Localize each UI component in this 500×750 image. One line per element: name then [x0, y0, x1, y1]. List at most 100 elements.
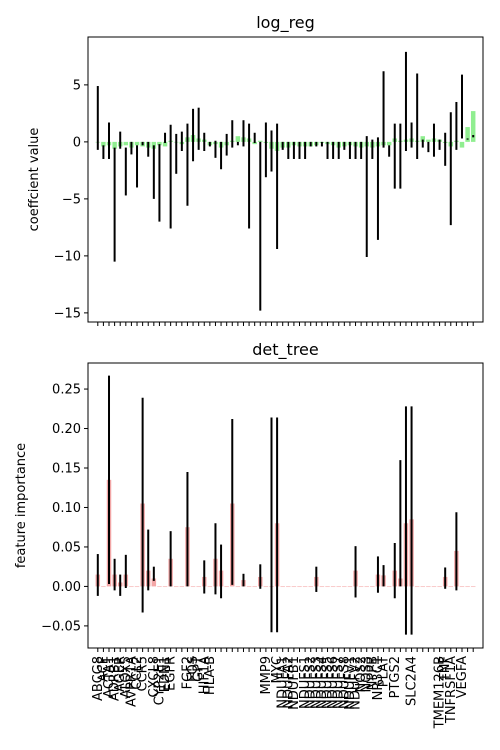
bar	[420, 586, 426, 588]
x-tick-label: GPT	[192, 656, 207, 682]
bar	[437, 586, 442, 588]
x-tick-label: PLAT	[377, 656, 392, 687]
bar	[325, 586, 330, 588]
bar	[386, 141, 392, 146]
log-reg-y-axis-label: coeffcient value	[27, 128, 42, 232]
bar	[459, 141, 465, 148]
y-tick-label: −5	[62, 192, 81, 207]
log-reg-panel: log_reg coeffcient value 5 0 −5 −10 −15	[27, 13, 484, 326]
bar	[459, 586, 465, 588]
x-tick-label: NDUFS8	[337, 656, 352, 709]
y-tick-label: 5	[73, 78, 81, 93]
det-tree-x-ticks	[97, 648, 474, 652]
x-tick-label: CYP2E1	[152, 656, 167, 705]
bar	[162, 141, 168, 147]
bar	[370, 586, 375, 588]
bar	[347, 586, 353, 588]
bar	[174, 586, 179, 588]
x-tick-label: TMEM126B	[433, 656, 448, 729]
bar	[308, 586, 313, 588]
bar	[157, 586, 162, 588]
bar	[263, 586, 269, 588]
x-tick-label: SLC2A4	[405, 656, 420, 706]
bar	[302, 586, 308, 588]
x-tick-label: FOS	[186, 656, 201, 682]
x-tick-label: AVPR1A	[124, 656, 139, 707]
x-tick-label: NDUFS1	[298, 656, 313, 709]
bar	[252, 586, 257, 588]
x-tick-label: NDUFS4	[315, 656, 330, 709]
bar	[235, 586, 241, 588]
bar	[207, 586, 213, 588]
x-tick-label: MYC	[270, 656, 285, 684]
y-tick-label: 0.15	[52, 462, 81, 477]
x-tick-label: FGF2	[180, 656, 195, 689]
bar	[291, 586, 297, 588]
log-reg-x-ticks	[97, 322, 474, 326]
x-tick-label: NOS2	[354, 656, 369, 692]
bar	[101, 586, 106, 588]
y-tick-label: −10	[54, 249, 81, 264]
x-tick-label: TNFRSF1A	[444, 656, 459, 724]
det-tree-panel: det_tree feature importance 0.25 0.20 0.15…	[14, 340, 484, 729]
log-reg-plot-frame	[87, 36, 484, 323]
x-tick-label: HIF1A	[197, 656, 212, 694]
x-tick-label: TNF	[438, 656, 453, 682]
bar	[235, 136, 241, 142]
det-tree-bars	[95, 479, 476, 588]
x-tick-label: NDUFS6	[326, 656, 341, 709]
log-reg-bars	[95, 111, 476, 151]
x-tick-label: CCR5	[136, 656, 151, 691]
bar	[336, 586, 341, 588]
y-tick-label: 0.00	[52, 580, 81, 595]
log-reg-title: log_reg	[256, 13, 315, 33]
bar	[157, 141, 162, 146]
y-tick-label: 0.05	[52, 540, 81, 555]
x-tick-label: PTGS2	[388, 656, 403, 698]
bar	[123, 141, 129, 146]
bar	[129, 586, 134, 588]
x-tick-label: CXCL8	[147, 656, 162, 698]
bar	[426, 586, 431, 588]
det-tree-x-tick-labels: ABCG8ACEACTA1ADRB1AGERALOX5AVPR1ACCL2CCR…	[91, 656, 470, 729]
x-tick-label: VEGFA	[455, 656, 470, 698]
y-tick-label: 0.20	[52, 422, 81, 437]
x-tick-label: NDUFV2	[349, 656, 364, 710]
x-tick-label: NDUFA1	[276, 656, 291, 709]
bar	[134, 586, 140, 588]
x-tick-label: NDUFS2	[304, 656, 319, 709]
bar	[179, 586, 185, 588]
x-tick-label: ABCG8	[91, 656, 106, 701]
bar	[465, 127, 470, 142]
det-tree-plot-frame	[87, 362, 484, 649]
bar	[196, 586, 201, 588]
x-tick-label: NDUFB1	[287, 656, 302, 710]
y-tick-label: 0.10	[52, 501, 81, 516]
x-tick-label: NDUFS5	[321, 656, 336, 709]
det-tree-y-axis-label: feature importance	[14, 443, 29, 568]
bar	[470, 586, 476, 588]
bar	[386, 586, 392, 588]
bar	[190, 586, 196, 588]
x-tick-label: NPPB	[365, 656, 380, 690]
x-tick-label: NDUFA2	[281, 656, 296, 709]
log-reg-y-ticks: 5 0 −5 −10 −15	[54, 78, 88, 321]
bar	[112, 141, 117, 149]
bar	[448, 586, 454, 588]
bar	[246, 586, 252, 588]
x-tick-label: ADRB1	[108, 656, 123, 701]
bar	[280, 586, 285, 588]
bar	[414, 586, 420, 588]
det-tree-error-bars	[96, 375, 458, 635]
bar	[286, 586, 291, 588]
bar	[431, 586, 437, 588]
bar	[297, 586, 302, 588]
bar	[101, 141, 106, 147]
x-tick-label: NDUFS7	[332, 656, 347, 709]
det-tree-title: det_tree	[252, 340, 318, 360]
x-tick-label: ACE	[96, 656, 111, 682]
bar	[258, 140, 263, 142]
x-tick-label: ALOX5	[119, 656, 134, 698]
y-tick-label: 0	[73, 135, 81, 150]
bar	[470, 111, 476, 142]
